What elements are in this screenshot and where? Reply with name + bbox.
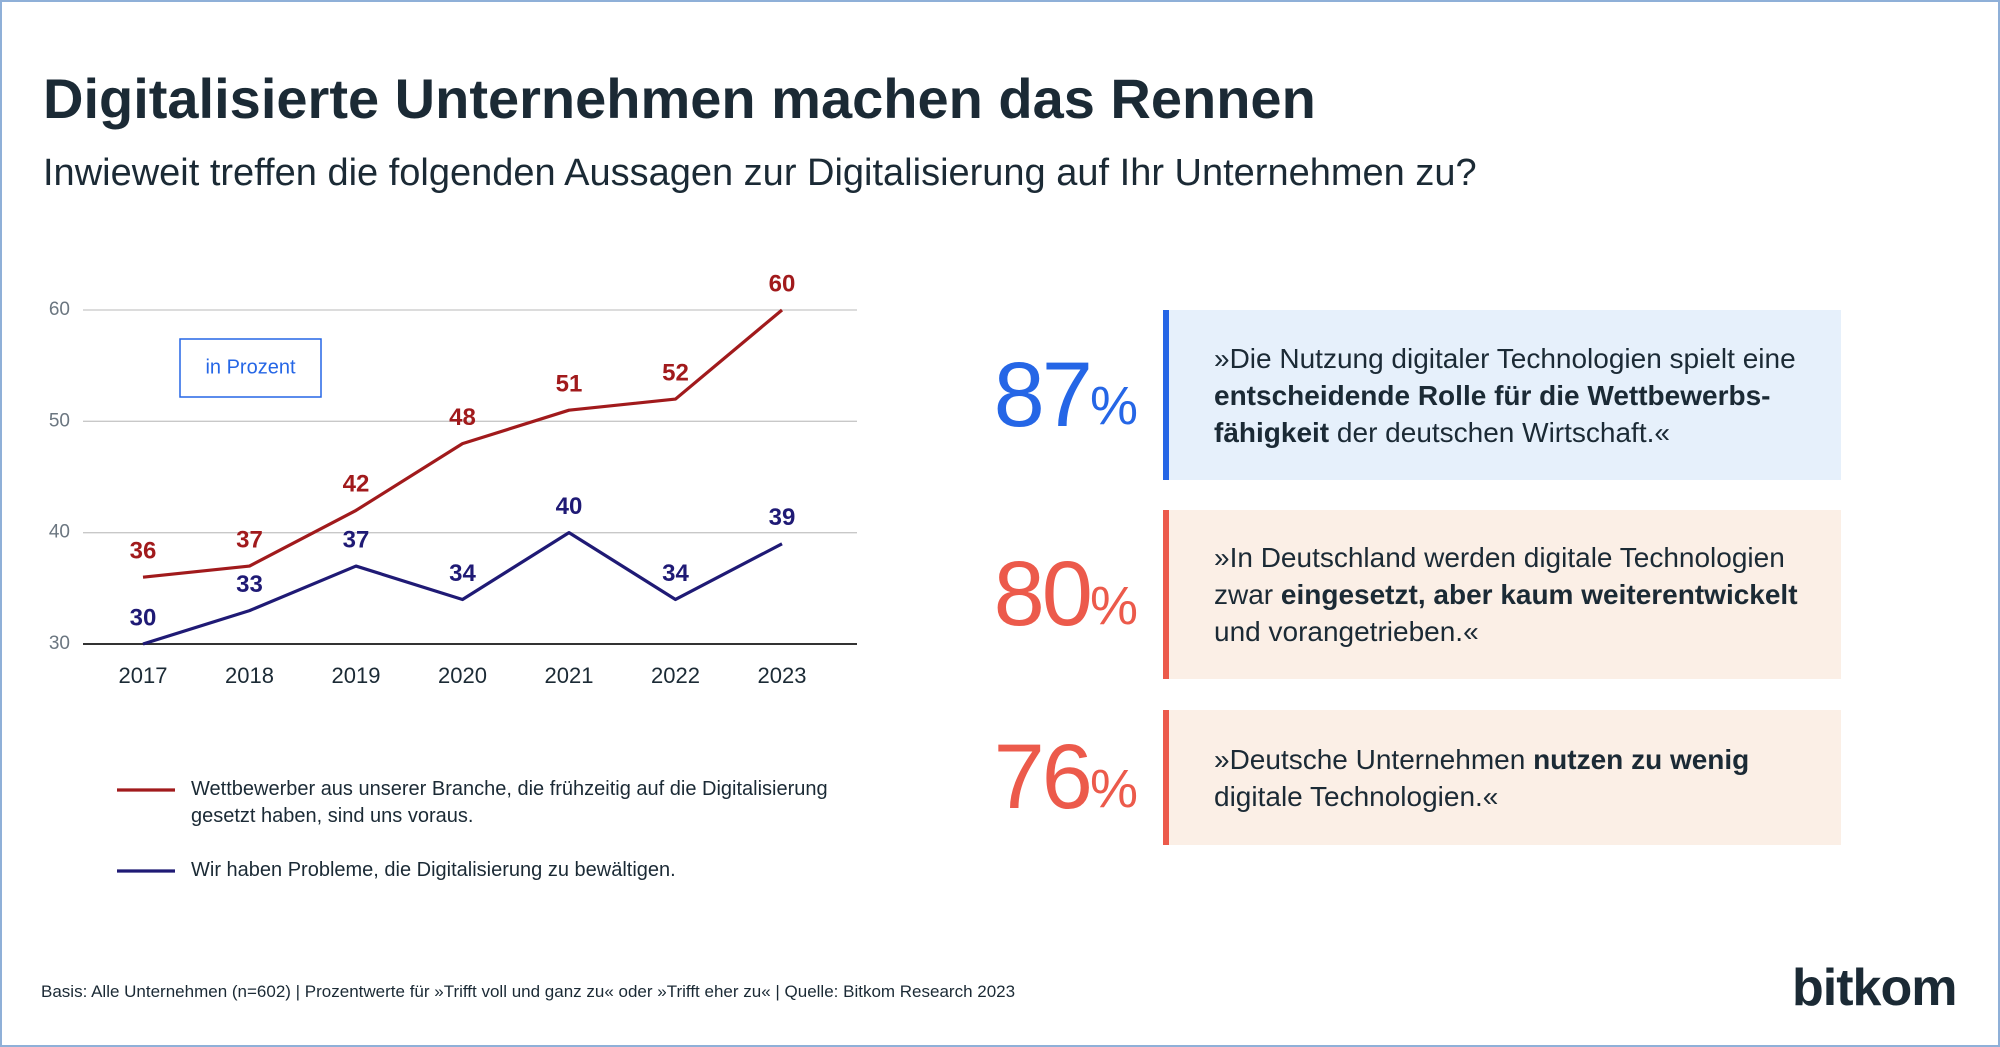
data-label: 34 — [449, 560, 476, 587]
series-line — [142, 531, 783, 646]
data-label: 37 — [343, 526, 370, 553]
data-label: 60 — [769, 270, 796, 297]
footer: Basis: Alle Unternehmen (n=602) | Prozen… — [41, 982, 1016, 1001]
x-tick-label: 2022 — [651, 663, 700, 688]
statement-number: 80% — [900, 510, 1138, 679]
statement-part: der deutschen Wirtschaft.« — [1329, 416, 1670, 448]
percent-value: 87 — [993, 343, 1093, 446]
percent-unit: % — [1089, 758, 1138, 819]
y-tick-label: 30 — [49, 633, 70, 654]
percent-unit: % — [1089, 376, 1138, 436]
annotation: in Prozent — [205, 356, 295, 378]
x-tick-label: 2020 — [438, 663, 487, 688]
statement-box: »Die Nutzung digitaler Technologien spie… — [1163, 310, 1841, 480]
data-label: 39 — [769, 504, 796, 531]
statement-box: »Deutsche Unternehmen nutzen zu wenig di… — [1163, 710, 1841, 845]
statement-bold: eingesetzt, aber kaum weiterentwickelt — [1280, 579, 1798, 610]
percent-unit: % — [1089, 575, 1138, 636]
data-label: 42 — [343, 471, 370, 498]
percent-value: 80 — [993, 543, 1093, 645]
logo: bitkom — [1792, 959, 1957, 1017]
y-tick-label: 40 — [49, 522, 70, 543]
percent-value: 76 — [993, 726, 1093, 828]
series-line — [142, 308, 784, 579]
y-tick-label: 60 — [49, 299, 70, 320]
statement-bold: entscheidende Rolle für die Wettbewerbs-… — [1214, 379, 1771, 448]
statement-part: »Die Nutzung digitaler Technologien spie… — [1214, 342, 1796, 374]
statement-part: »Deutsche Unternehmen — [1214, 743, 1534, 775]
statement-part: und vorangetrieben.« — [1214, 616, 1479, 647]
data-label: 37 — [236, 526, 263, 553]
data-label: 40 — [556, 493, 583, 520]
statement-number: 76% — [900, 710, 1138, 845]
title: Digitalisierte Unternehmen machen das Re… — [43, 67, 1316, 130]
data-label: 34 — [662, 560, 689, 587]
data-label: 52 — [662, 359, 689, 386]
subtitle: Inwieweit treffen die folgenden Aussagen… — [43, 152, 1477, 194]
statement-text: »Deutsche Unternehmen nutzen zu wenig di… — [1214, 741, 1749, 815]
y-tick-label: 50 — [49, 410, 70, 431]
data-label: 30 — [130, 604, 157, 631]
data-label: 48 — [449, 404, 476, 431]
x-tick-label: 2017 — [119, 663, 168, 688]
x-tick-label: 2018 — [225, 663, 274, 688]
statement-number: 87% — [900, 310, 1138, 480]
statement-bold: nutzen zu wenig — [1533, 743, 1750, 775]
x-tick-label: 2023 — [758, 663, 807, 688]
x-tick-label: 2021 — [545, 663, 594, 688]
x-tick-label: 2019 — [332, 663, 381, 688]
data-label: 51 — [556, 371, 583, 398]
annotation-box — [179, 338, 322, 398]
legend-label: Wettbewerber aus unserer Branche, die fr… — [191, 778, 828, 827]
statement-text: »In Deutschland werden digitale Technolo… — [1214, 539, 1798, 650]
statement-part: »In Deutschland werden digitale Technolo… — [1214, 542, 1785, 610]
data-label: 33 — [236, 571, 263, 598]
statement-box: »In Deutschland werden digitale Technolo… — [1163, 510, 1841, 679]
legend-label: Wir haben Probleme, die Digitalisierung … — [191, 859, 676, 881]
statement-part: digitale Technologien.« — [1214, 780, 1499, 812]
data-label: 36 — [130, 538, 157, 565]
statement-text: »Die Nutzung digitaler Technologien spie… — [1214, 340, 1796, 451]
